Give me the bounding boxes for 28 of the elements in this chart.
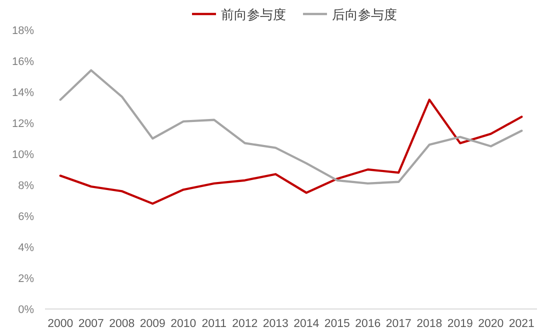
x-tick-label: 2017 — [386, 318, 412, 330]
y-tick-label: 14% — [12, 87, 34, 99]
x-tick-label: 2020 — [478, 318, 504, 330]
x-tick-label: 2019 — [447, 318, 473, 330]
x-tick-label: 2012 — [232, 318, 258, 330]
y-tick-label: 16% — [12, 56, 34, 68]
x-tick-label: 2016 — [355, 318, 381, 330]
y-tick-label: 2% — [18, 273, 34, 285]
y-tick-label: 8% — [18, 180, 34, 192]
x-tick-label: 2014 — [294, 318, 320, 330]
x-tick-label: 2010 — [170, 318, 196, 330]
y-tick-label: 10% — [12, 149, 34, 161]
y-tick-label: 12% — [12, 118, 34, 130]
x-tick-label: 2013 — [262, 318, 288, 330]
y-tick-label: 6% — [18, 211, 34, 223]
y-tick-label: 18% — [12, 25, 34, 37]
x-tick-label: 2021 — [508, 318, 534, 330]
x-tick-label: 2009 — [140, 318, 166, 330]
y-tick-label: 0% — [18, 304, 34, 316]
x-tick-label: 2008 — [109, 318, 135, 330]
x-tick-label: 2018 — [416, 318, 442, 330]
x-tick-label: 2000 — [48, 318, 74, 330]
x-tick-label: 2011 — [202, 318, 226, 330]
legend-label: 前向参与度 — [221, 7, 286, 22]
x-tick-label: 2007 — [78, 318, 104, 330]
x-tick-label: 2015 — [324, 318, 350, 330]
legend-label: 后向参与度 — [332, 7, 397, 22]
y-tick-label: 4% — [18, 242, 34, 254]
